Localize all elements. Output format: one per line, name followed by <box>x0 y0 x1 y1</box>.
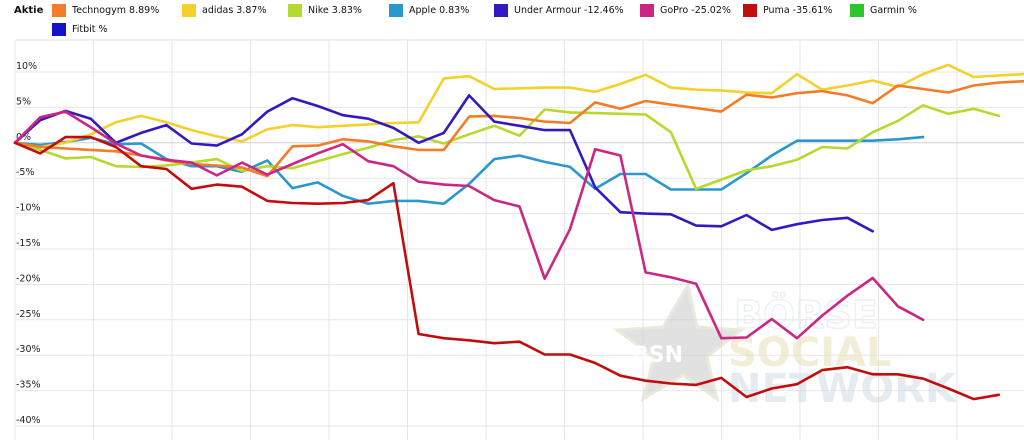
series-line-puma <box>13 135 1001 401</box>
legend-swatch <box>494 4 508 17</box>
series-line-nike <box>13 104 1001 191</box>
legend-label: adidas 3.87% <box>202 5 267 16</box>
legend-swatch <box>743 4 757 17</box>
legend-label: Under Armour -12.46% <box>514 5 624 16</box>
series-line-gopro <box>13 110 925 340</box>
legend-label: Nike 3.83% <box>308 5 362 16</box>
y-tick-label: 0% <box>16 132 31 143</box>
legend-label: Puma -35.61% <box>763 5 833 16</box>
legend-swatch <box>288 4 302 17</box>
y-tick-label: 10% <box>16 61 37 72</box>
legend-label: Apple 0.83% <box>409 5 470 16</box>
y-tick-label: -15% <box>16 238 41 249</box>
legend-swatch <box>389 4 403 17</box>
series-line-adidas <box>13 63 1024 149</box>
y-tick-label: -35% <box>16 380 41 391</box>
grid-lines <box>14 39 1024 440</box>
y-tick-label: -5% <box>16 167 35 178</box>
y-axis-ticks: 10% 5% 0% -5% -10% -15% -20% -25% -30% -35% -40% <box>16 61 41 426</box>
watermark-line-3: NETWORK <box>728 366 958 412</box>
legend-swatch <box>850 4 864 17</box>
legend-label: Technogym 8.89% <box>72 5 160 16</box>
watermark-badge: BSN <box>632 343 683 368</box>
series-line-apple <box>13 135 925 205</box>
legend-label: GoPro -25.02% <box>660 5 731 16</box>
legend-label: Garmin % <box>870 5 917 16</box>
legend-swatch <box>52 23 66 36</box>
watermark: BSN BÖRSE SOCIAL NETWORK <box>612 280 958 412</box>
watermark-line-2: SOCIAL <box>728 330 892 376</box>
y-tick-label: -25% <box>16 309 41 320</box>
y-tick-label: -40% <box>16 415 41 426</box>
legend-swatch <box>52 4 66 17</box>
series-lines <box>13 63 1024 401</box>
legend-swatch <box>182 4 196 17</box>
series-line-under-armour <box>13 94 875 233</box>
y-tick-label: -30% <box>16 344 41 355</box>
legend-label: Fitbit % <box>72 24 108 35</box>
y-tick-label: -20% <box>16 273 41 284</box>
series-line-technogym <box>13 79 1024 178</box>
y-tick-label: 5% <box>16 96 31 107</box>
y-tick-label: -10% <box>16 203 41 214</box>
legend-title: Aktie <box>14 5 44 16</box>
watermark-star-icon <box>612 280 745 403</box>
chart-legend: Aktie Technogym 8.89% adidas 3.87% Nike 3.… <box>0 0 1024 40</box>
legend-swatch <box>640 4 654 17</box>
